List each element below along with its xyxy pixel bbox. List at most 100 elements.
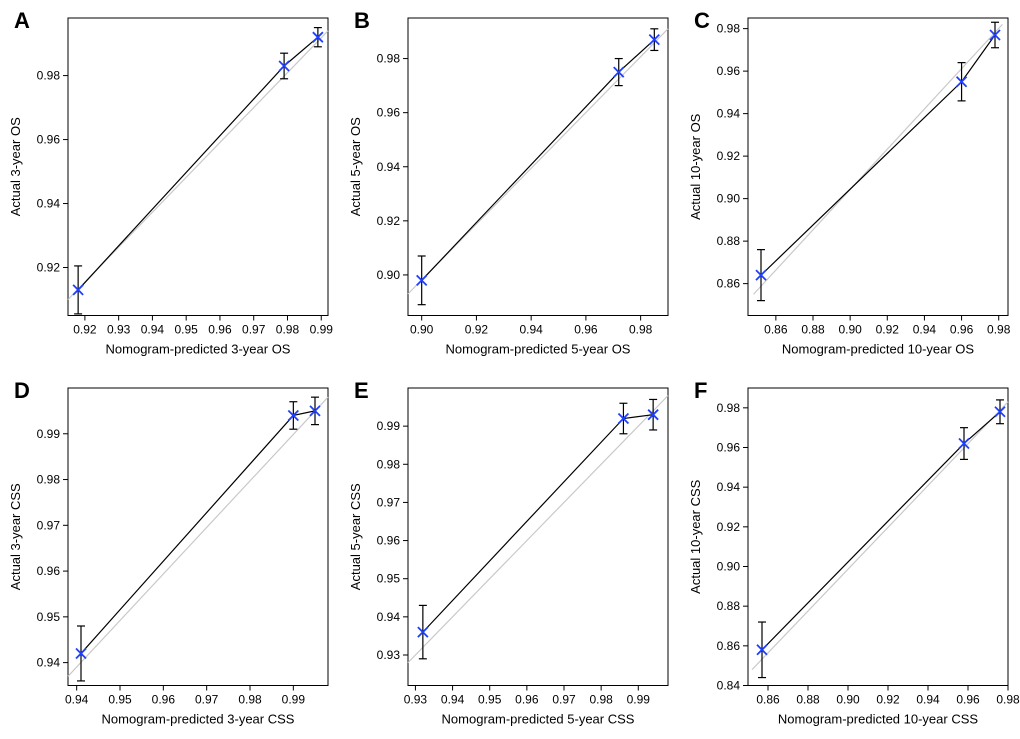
x-axis-label: Nomogram-predicted 5-year CSS: [442, 711, 635, 726]
x-tick-label: 0.94: [519, 323, 543, 337]
y-tick-label: 0.92: [377, 214, 401, 228]
x-tick-label: 0.98: [996, 692, 1020, 706]
y-tick-label: 0.90: [717, 192, 741, 206]
y-axis-label: Actual 5-year CSS: [348, 482, 363, 589]
y-tick-label: 0.96: [717, 440, 741, 454]
y-axis-label: Actual 5-year OS: [348, 117, 363, 216]
reference-line: [752, 401, 1008, 669]
plot-box: [748, 18, 1008, 316]
panel-svg-E: E 0.93 0.94 0.95 0.96 0.97 0.98 0.99 0.93 0.94 0.9…: [340, 370, 680, 739]
observed-line: [423, 414, 653, 631]
panel-svg-B: B0.900.920.940.960.980.900.920.940.960.9…: [340, 0, 680, 370]
x-tick-label: 0.95: [108, 692, 132, 706]
panel-letter: F: [694, 378, 707, 403]
panel-D: D0.940.950.960.970.980.990.940.950.960.9…: [0, 370, 340, 739]
x-tick-label: 0.90: [836, 692, 860, 706]
x-tick-label: 0.99: [627, 692, 651, 706]
x-tick-label: 0.98: [589, 692, 613, 706]
y-tick-label: 0.90: [377, 268, 401, 282]
reference-line: [68, 397, 328, 676]
panel-C: C 0.86 0.88 0.90 0.92 0.94 0.96 0.98 0.86 0.88 0.9…: [680, 0, 1020, 370]
panel-letter: E: [354, 378, 369, 403]
observed-line: [422, 40, 655, 281]
x-axis-label: Nomogram-predicted 3-year CSS: [102, 711, 295, 726]
x-tick-label: 0.98: [987, 323, 1011, 337]
observed-line: [81, 410, 315, 653]
plot-box: [68, 18, 328, 316]
x-tick-label: 0.97: [195, 692, 219, 706]
x-tick-label: 0.94: [65, 692, 89, 706]
panel-F: F0.860.880.900.920.940.960.980.840.860.8…: [680, 370, 1020, 739]
x-tick-label: 0.94: [441, 692, 465, 706]
x-tick-label: 0.95: [478, 692, 502, 706]
plot-box: [748, 388, 1008, 686]
y-tick-label: 0.88: [717, 599, 741, 613]
y-tick-label: 0.88: [717, 234, 741, 248]
y-tick-label: 0.97: [37, 518, 61, 532]
x-tick-label: 0.95: [175, 323, 199, 337]
y-tick-label: 0.93: [377, 647, 401, 661]
x-tick-label: 0.98: [276, 323, 300, 337]
x-tick-label: 0.86: [764, 323, 788, 337]
y-tick-label: 0.96: [37, 564, 61, 578]
reference-line: [754, 24, 1003, 294]
y-tick-label: 0.94: [377, 609, 401, 623]
y-tick-label: 0.96: [37, 133, 61, 147]
x-tick-label: 0.99: [310, 323, 334, 337]
x-tick-label: 0.88: [801, 323, 825, 337]
y-tick-label: 0.96: [377, 106, 401, 120]
x-tick-label: 0.94: [913, 323, 937, 337]
x-tick-label: 0.92: [73, 323, 97, 337]
y-tick-label: 0.94: [717, 107, 741, 121]
panel-letter: C: [694, 8, 710, 33]
x-tick-label: 0.94: [141, 323, 165, 337]
y-tick-label: 0.84: [717, 678, 741, 692]
y-tick-label: 0.98: [37, 69, 61, 83]
x-tick-label: 0.96: [152, 692, 176, 706]
y-tick-label: 0.94: [37, 655, 61, 669]
x-axis-label: Nomogram-predicted 5-year OS: [446, 342, 631, 357]
x-tick-label: 0.96: [956, 692, 980, 706]
panel-A: A 0.92 0.93 0.94 0.95 0.96 0.97 0.98 0.99 0.92 0.9…: [0, 0, 340, 370]
x-axis-label: Nomogram-predicted 3-year OS: [106, 342, 291, 357]
panel-letter: B: [354, 8, 370, 33]
x-tick-label: 0.90: [410, 323, 434, 337]
panel-svg-A: A 0.92 0.93 0.94 0.95 0.96 0.97 0.98 0.99 0.92 0.9…: [0, 0, 340, 370]
y-tick-label: 0.96: [717, 64, 741, 78]
y-axis-label: Actual 3-year OS: [8, 117, 23, 216]
reference-line: [408, 395, 668, 662]
y-tick-label: 0.92: [717, 519, 741, 533]
y-tick-label: 0.92: [37, 261, 61, 275]
panel-letter: A: [14, 8, 30, 33]
x-tick-label: 0.96: [515, 692, 539, 706]
chart-grid: A 0.92 0.93 0.94 0.95 0.96 0.97 0.98 0.99 0.92 0.9…: [0, 0, 1020, 739]
y-axis-label: Actual 10-year OS: [688, 113, 703, 220]
x-tick-label: 0.97: [242, 323, 266, 337]
plot-box: [408, 388, 668, 686]
x-tick-label: 0.96: [208, 323, 232, 337]
y-tick-label: 0.96: [377, 533, 401, 547]
y-tick-label: 0.99: [377, 419, 401, 433]
y-tick-label: 0.99: [37, 426, 61, 440]
y-tick-label: 0.94: [377, 160, 401, 174]
x-tick-label: 0.88: [796, 692, 820, 706]
x-tick-label: 0.93: [404, 692, 428, 706]
y-tick-label: 0.86: [717, 277, 741, 291]
panel-B: B0.900.920.940.960.980.900.920.940.960.9…: [340, 0, 680, 370]
panel-E: E 0.93 0.94 0.95 0.96 0.97 0.98 0.99 0.93 0.94 0.9…: [340, 370, 680, 739]
y-tick-label: 0.98: [717, 22, 741, 36]
x-tick-label: 0.92: [876, 323, 900, 337]
panel-letter: D: [14, 378, 30, 403]
panel-svg-C: C 0.86 0.88 0.90 0.92 0.94 0.96 0.98 0.86 0.88 0.9…: [680, 0, 1020, 370]
x-tick-label: 0.86: [756, 692, 780, 706]
panel-svg-D: D0.940.950.960.970.980.990.940.950.960.9…: [0, 370, 340, 739]
x-tick-label: 0.94: [916, 692, 940, 706]
y-tick-label: 0.98: [37, 472, 61, 486]
x-tick-label: 0.97: [552, 692, 576, 706]
y-tick-label: 0.90: [717, 559, 741, 573]
y-tick-label: 0.95: [377, 571, 401, 585]
x-axis-label: Nomogram-predicted 10-year OS: [782, 342, 975, 357]
y-tick-label: 0.98: [717, 400, 741, 414]
y-axis-label: Actual 3-year CSS: [8, 482, 23, 589]
x-tick-label: 0.93: [107, 323, 131, 337]
